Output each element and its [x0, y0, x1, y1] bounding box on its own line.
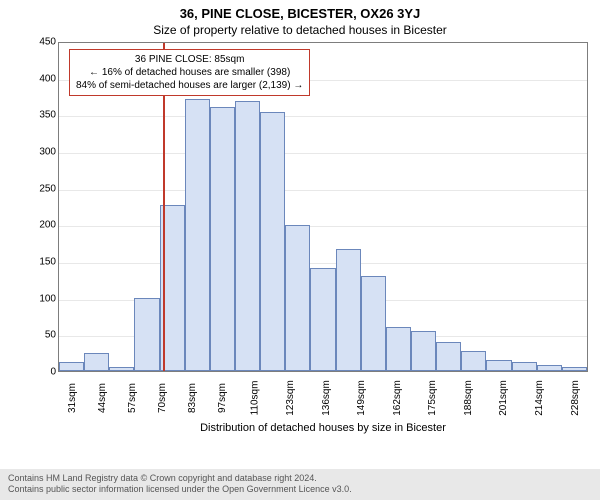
- bar: [537, 365, 562, 371]
- y-tick: 200: [30, 220, 56, 231]
- bar: [210, 107, 235, 371]
- annotation-box: 36 PINE CLOSE: 85sqm ← 16% of detached h…: [69, 49, 310, 96]
- x-tick-label: 241sqm: [587, 380, 600, 416]
- plot-area: 36 PINE CLOSE: 85sqm ← 16% of detached h…: [58, 42, 588, 372]
- y-tick: 250: [30, 183, 56, 194]
- y-tick: 150: [30, 257, 56, 268]
- y-tick: 50: [30, 330, 56, 341]
- bar: [386, 327, 411, 371]
- bar: [59, 362, 84, 371]
- annotation-line-3: 84% of semi-detached houses are larger (…: [76, 79, 303, 92]
- y-tick: 450: [30, 37, 56, 48]
- y-tick: 100: [30, 293, 56, 304]
- bar: [461, 351, 486, 371]
- page-title: 36, PINE CLOSE, BICESTER, OX26 3YJ: [0, 0, 600, 21]
- bar: [134, 298, 159, 371]
- bar: [84, 353, 109, 371]
- footer-line-2: Contains public sector information licen…: [8, 484, 592, 496]
- x-labels: 31sqm44sqm57sqm70sqm83sqm97sqm110sqm123s…: [58, 374, 588, 422]
- bar: [185, 99, 210, 371]
- bar: [486, 360, 511, 371]
- y-tick: 400: [30, 73, 56, 84]
- bar: [436, 342, 461, 371]
- bar: [235, 101, 260, 371]
- footer-line-1: Contains HM Land Registry data © Crown c…: [8, 473, 592, 485]
- bar: [109, 367, 134, 371]
- annotation-line-1: 36 PINE CLOSE: 85sqm: [76, 53, 303, 66]
- bar: [336, 249, 361, 371]
- x-axis-title: Distribution of detached houses by size …: [58, 422, 588, 434]
- bar: [260, 112, 285, 371]
- annotation-line-2: ← 16% of detached houses are smaller (39…: [76, 66, 303, 79]
- bar: [361, 276, 386, 371]
- bar: [310, 268, 335, 372]
- bar: [562, 367, 587, 371]
- y-tick: 300: [30, 147, 56, 158]
- bar: [411, 331, 436, 371]
- bar: [285, 225, 310, 371]
- bar: [512, 362, 537, 371]
- y-tick: 0: [30, 367, 56, 378]
- y-tick: 350: [30, 110, 56, 121]
- footer: Contains HM Land Registry data © Crown c…: [0, 469, 600, 500]
- chart-container: Number of detached properties 36 PINE CL…: [0, 38, 600, 438]
